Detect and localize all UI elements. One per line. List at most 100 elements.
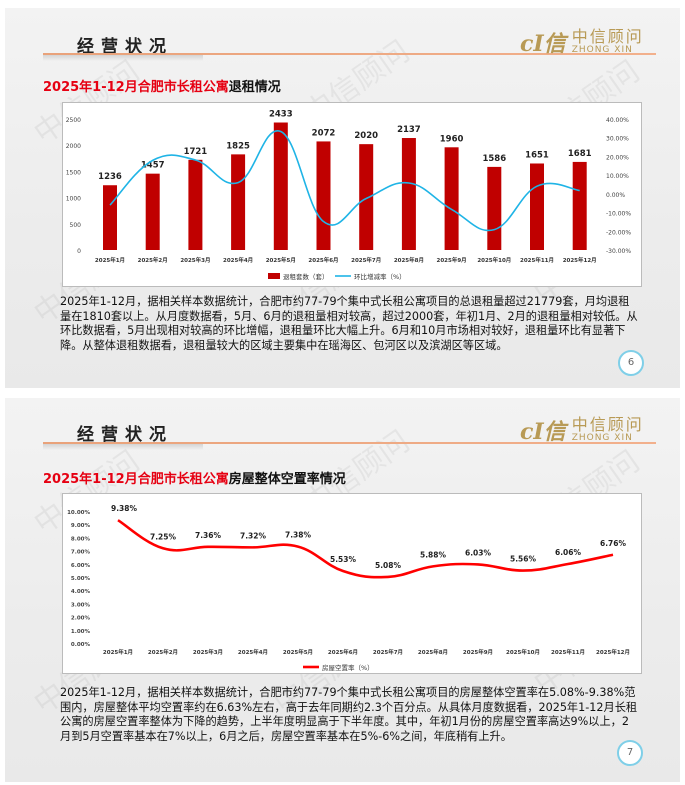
bar: [316, 141, 331, 250]
x-axis-tick: 2025年6月: [308, 256, 338, 264]
data-label: 5.56%: [510, 555, 537, 564]
x-axis-tick: 2025年5月: [266, 256, 296, 264]
right-axis-tick: 30.00%: [606, 136, 629, 143]
data-label: 6.06%: [555, 548, 582, 557]
subtitle-red: 2025年1-12月合肥市长租公寓: [43, 472, 229, 487]
x-axis-tick: 2025年11月: [551, 648, 585, 656]
bar: [401, 138, 416, 250]
logo-mark-icon: cI信: [520, 419, 566, 445]
x-axis-tick: 2025年9月: [437, 256, 467, 264]
right-axis-tick: -30.00%: [606, 248, 631, 255]
slide-6: 中信顾问中信顾问中信顾问中信顾问中信顾问中信顾问中信顾问中信顾问 经营状况 cI…: [5, 8, 680, 388]
y-axis-tick: 2.00%: [71, 616, 91, 622]
x-axis-tick: 2025年8月: [418, 648, 448, 656]
right-axis-tick: 0.00%: [606, 192, 625, 199]
bar-data-label: 1721: [184, 147, 208, 157]
page-number: 7: [617, 740, 643, 766]
x-axis-tick: 2025年5月: [283, 648, 313, 656]
x-axis-tick: 2025年1月: [95, 256, 125, 264]
left-axis-tick: 2000: [66, 143, 81, 150]
logo-cn: 中信顾问: [571, 414, 644, 434]
right-axis-tick: -10.00%: [606, 211, 631, 218]
data-label: 6.76%: [600, 539, 627, 548]
x-axis-tick: 2025年11月: [520, 256, 554, 264]
bar: [444, 147, 459, 250]
company-logo: cI信 中信顾问 ZHONG XIN: [520, 414, 644, 446]
y-axis-tick: 10.00%: [67, 510, 90, 516]
bar: [572, 161, 587, 250]
header-divider: [43, 442, 656, 444]
data-label: 7.32%: [240, 531, 267, 540]
bar: [359, 144, 374, 250]
checkout-chart: 0 500 1000 1500 2000 2500 -30.00% -20.00% -10.00…: [62, 102, 642, 287]
legend-bar-swatch: [268, 273, 280, 279]
x-axis-tick: 2025年3月: [180, 256, 210, 264]
right-axis-tick: 40.00%: [606, 117, 629, 124]
data-label: 9.38%: [111, 504, 138, 513]
logo-en: ZHONG XIN: [571, 44, 633, 55]
analysis-paragraph: 2025年1-12月，据相关样本数据统计，合肥市约77-79个集中式长租公寓项目…: [60, 295, 638, 352]
bar: [487, 166, 502, 250]
bar-data-label: 2433: [269, 110, 293, 120]
vacancy-chart-svg: 0.00% 1.00% 2.00% 3.00% 4.00% 5.00% 6.00% 7.00%…: [67, 504, 630, 672]
bar-data-label: 2072: [312, 128, 336, 138]
bar-data-label: 1586: [482, 154, 506, 164]
header-title: 经营状况: [77, 37, 173, 57]
slide-subtitle: 2025年1-12月合肥市长租公寓退租情况: [43, 76, 281, 95]
right-axis-tick: 20.00%: [606, 154, 629, 161]
right-axis-tick: -20.00%: [606, 229, 631, 236]
x-axis-tick: 2025年12月: [596, 648, 630, 656]
bar: [273, 122, 288, 250]
x-axis-tick: 2025年2月: [138, 256, 168, 264]
legend-line-label: 环比增减率（%）: [354, 272, 406, 281]
logo-cn: 中信顾问: [571, 26, 644, 46]
y-axis-tick: 9.00%: [71, 523, 91, 529]
y-axis-tick: 1.00%: [71, 629, 91, 635]
header-shadow: [43, 55, 203, 61]
bar-data-label: 1236: [98, 172, 122, 182]
bar-data-label: 1960: [440, 134, 464, 144]
legend-line-label: 房屋空置率（%）: [322, 663, 374, 672]
bar-data-label: 1651: [525, 150, 549, 160]
x-axis-tick: 2025年3月: [193, 648, 223, 656]
logo-en: ZHONG XIN: [571, 432, 633, 443]
data-label: 7.38%: [285, 531, 312, 540]
bar: [530, 163, 544, 250]
page-number: 6: [618, 350, 644, 376]
x-axis-tick: 2025年8月: [394, 256, 424, 264]
bar-data-label: 1681: [568, 149, 592, 159]
x-axis-tick: 2025年4月: [238, 648, 268, 656]
y-axis-tick: 8.00%: [71, 536, 91, 542]
subtitle-black: 房屋整体空置率情况: [228, 472, 346, 487]
slide-subtitle: 2025年1-12月合肥市长租公寓房屋整体空置率情况: [43, 468, 346, 487]
analysis-paragraph: 2025年1-12月，据相关样本数据统计，合肥市约77-79个集中式长租公寓项目…: [60, 686, 638, 743]
data-label: 7.36%: [195, 531, 222, 540]
bar: [231, 154, 246, 250]
header-shadow: [43, 444, 203, 450]
right-axis-tick: 10.00%: [606, 173, 629, 180]
data-label: 5.53%: [330, 555, 357, 564]
header-title: 经营状况: [77, 425, 173, 445]
logo-mark-icon: cI信: [520, 31, 566, 57]
vacancy-chart: 0.00% 1.00% 2.00% 3.00% 4.00% 5.00% 6.00% 7.00%…: [62, 493, 642, 674]
data-label: 5.88%: [420, 550, 447, 559]
y-axis-tick: 5.00%: [71, 576, 91, 582]
checkout-chart-svg: 0 500 1000 1500 2000 2500 -30.00% -20.00% -10.00…: [66, 110, 632, 281]
y-axis-tick: 7.00%: [71, 550, 91, 556]
data-label: 7.25%: [150, 532, 177, 541]
bar-data-label: 1457: [141, 161, 165, 171]
bar: [145, 173, 160, 250]
y-axis-tick: 4.00%: [71, 589, 91, 595]
x-axis-tick: 2025年7月: [373, 648, 403, 656]
left-axis-tick: 500: [70, 222, 82, 229]
company-logo: cI信 中信顾问 ZHONG XIN: [520, 26, 644, 58]
x-axis-tick: 2025年12月: [563, 256, 597, 264]
subtitle-red: 2025年1-12月合肥市长租公寓: [43, 80, 229, 95]
x-axis-tick: 2025年10月: [506, 648, 540, 656]
left-axis-tick: 0: [77, 248, 81, 255]
growth-rate-line: [109, 130, 580, 232]
x-axis-tick: 2025年7月: [351, 256, 381, 264]
data-label: 6.03%: [465, 548, 492, 557]
header-divider: [43, 53, 656, 55]
bar-data-label: 2137: [397, 125, 421, 135]
